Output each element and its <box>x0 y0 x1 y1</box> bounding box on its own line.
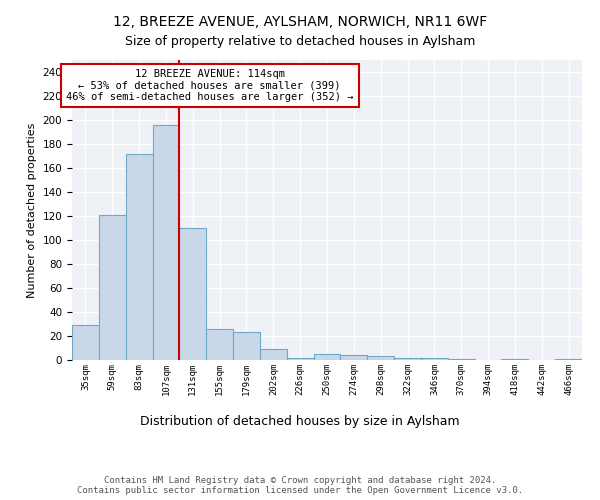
Bar <box>260 349 287 360</box>
Bar <box>72 325 99 360</box>
Text: Contains HM Land Registry data © Crown copyright and database right 2024.
Contai: Contains HM Land Registry data © Crown c… <box>77 476 523 495</box>
Text: 12 BREEZE AVENUE: 114sqm
← 53% of detached houses are smaller (399)
46% of semi-: 12 BREEZE AVENUE: 114sqm ← 53% of detach… <box>66 69 353 102</box>
Bar <box>287 358 314 360</box>
Bar <box>179 228 206 360</box>
Bar <box>233 332 260 360</box>
Bar <box>502 359 529 360</box>
Bar <box>448 359 475 360</box>
Y-axis label: Number of detached properties: Number of detached properties <box>27 122 37 298</box>
Bar <box>421 358 448 360</box>
Text: Size of property relative to detached houses in Aylsham: Size of property relative to detached ho… <box>125 35 475 48</box>
Bar <box>99 215 125 360</box>
Bar <box>555 359 582 360</box>
Bar <box>206 329 233 360</box>
Bar <box>314 354 340 360</box>
Bar <box>152 125 179 360</box>
Bar <box>340 355 367 360</box>
Bar <box>394 358 421 360</box>
Text: Distribution of detached houses by size in Aylsham: Distribution of detached houses by size … <box>140 415 460 428</box>
Text: 12, BREEZE AVENUE, AYLSHAM, NORWICH, NR11 6WF: 12, BREEZE AVENUE, AYLSHAM, NORWICH, NR1… <box>113 15 487 29</box>
Bar <box>125 154 152 360</box>
Bar <box>367 356 394 360</box>
